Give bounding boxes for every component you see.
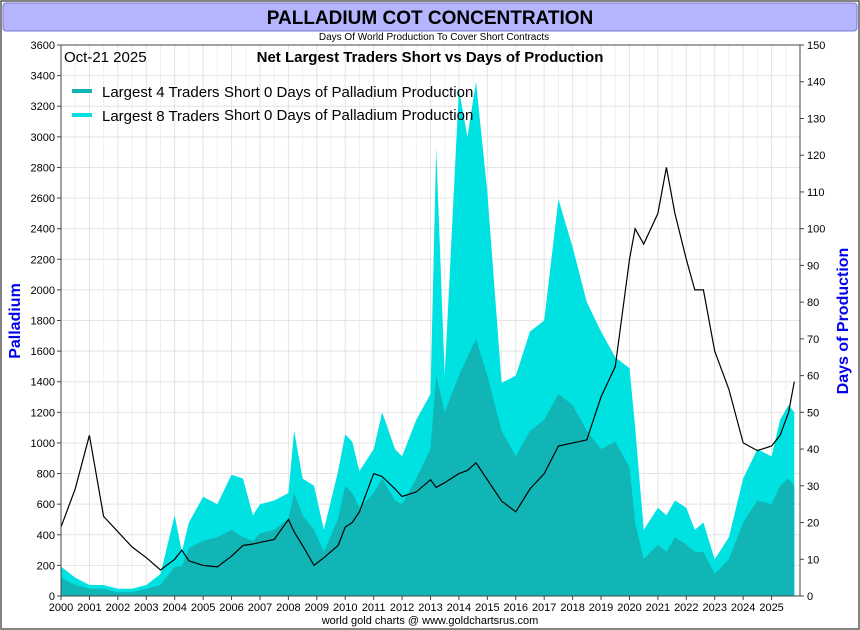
- tick-label-left: 2600: [31, 193, 55, 205]
- tick-label-right: 10: [807, 554, 819, 566]
- tick-label-left: 600: [37, 499, 55, 511]
- tick-label-right: 50: [807, 407, 819, 419]
- date-label: Oct-21 2025: [64, 49, 147, 66]
- tick-label-x: 2000: [49, 602, 73, 614]
- tick-label-left: 1600: [31, 346, 55, 358]
- tick-label-x: 2019: [589, 602, 613, 614]
- tick-label-left: 1200: [31, 407, 55, 419]
- tick-label-left: 2800: [31, 162, 55, 174]
- tick-label-right: 60: [807, 371, 819, 383]
- tick-label-left: 3600: [31, 40, 55, 52]
- legend-label-largest4: Largest 4 Traders: [102, 84, 220, 101]
- tick-label-x: 2005: [191, 602, 215, 614]
- tick-label-left: 3000: [31, 132, 55, 144]
- y-axis-left-title: Palladium: [7, 283, 24, 359]
- tick-label-right: 30: [807, 481, 819, 493]
- tick-label-left: 2000: [31, 285, 55, 297]
- tick-label-x: 2025: [759, 602, 783, 614]
- area-largest4: [61, 338, 795, 596]
- tick-label-left: 1000: [31, 438, 55, 450]
- tick-label-left: 200: [37, 560, 55, 572]
- line-palladium: [60, 167, 795, 571]
- tick-label-right: 150: [807, 40, 825, 52]
- x-axis: 2000 2001 2002 2003 2004 2005 2006 2007 2008 2009…: [49, 596, 784, 614]
- tick-label-right: 110: [807, 187, 825, 199]
- tick-label-x: 2020: [617, 602, 641, 614]
- tick-label-right: 0: [807, 591, 813, 603]
- tick-label-x: 2023: [702, 602, 726, 614]
- tick-label-right: 90: [807, 260, 819, 272]
- tick-label-right: 40: [807, 444, 819, 456]
- legend-value-largest4: Short 0 Days of Palladium Production: [224, 84, 473, 101]
- tick-label-left: 800: [37, 469, 55, 481]
- tick-label-x: 2008: [276, 602, 300, 614]
- tick-label-x: 2013: [418, 602, 442, 614]
- tick-label-x: 2018: [560, 602, 584, 614]
- tick-label-left: 2200: [31, 254, 55, 266]
- tick-label-right: 100: [807, 224, 825, 236]
- chart-subtitle: Days Of World Production To Cover Short …: [319, 32, 549, 43]
- price-series: [60, 167, 795, 571]
- legend-value-largest8: Short 0 Days of Palladium Production: [224, 107, 473, 124]
- tick-label-x: 2021: [646, 602, 670, 614]
- tick-label-x: 2002: [106, 602, 130, 614]
- tick-label-x: 2012: [390, 602, 414, 614]
- area-series: [61, 81, 795, 596]
- tick-label-x: 2014: [447, 602, 471, 614]
- tick-label-left: 3400: [31, 71, 55, 83]
- footer-credit: world gold charts @ www.goldchartsrus.co…: [321, 615, 539, 627]
- tick-label-x: 2022: [674, 602, 698, 614]
- tick-label-x: 2016: [504, 602, 528, 614]
- tick-label-right: 80: [807, 297, 819, 309]
- tick-label-right: 130: [807, 113, 825, 125]
- tick-label-left: 400: [37, 530, 55, 542]
- tick-label-x: 2011: [362, 602, 386, 614]
- tick-label-right: 140: [807, 77, 825, 89]
- tick-label-x: 2007: [248, 602, 272, 614]
- chart-title: PALLADIUM COT CONCENTRATION: [267, 8, 594, 29]
- y-axis-right: 0 10 20 30 40 50 60 70 80 90 100 110 120 130 140 150: [800, 40, 825, 603]
- tick-label-right: 70: [807, 334, 819, 346]
- tick-label-x: 2009: [305, 602, 329, 614]
- tick-label-x: 2017: [532, 602, 556, 614]
- y-axis-left: 0 200 400 600 800 1000 1200 1400 1600 1800 2000 220…: [31, 40, 61, 603]
- tick-label-left: 3200: [31, 101, 55, 113]
- tick-label-left: 1800: [31, 316, 55, 328]
- y-axis-right-title: Days of Production: [835, 248, 852, 395]
- tick-label-x: 2015: [475, 602, 499, 614]
- tick-label-x: 2024: [731, 602, 755, 614]
- tick-label-right: 120: [807, 150, 825, 162]
- tick-label-x: 2010: [333, 602, 357, 614]
- tick-label-left: 0: [49, 591, 55, 603]
- tick-label-right: 20: [807, 518, 819, 530]
- legend-label-largest8: Largest 8 Traders: [102, 108, 220, 125]
- tick-label-x: 2004: [162, 602, 186, 614]
- plot-title: Net Largest Traders Short vs Days of Pro…: [257, 49, 604, 66]
- tick-label-x: 2003: [134, 602, 158, 614]
- tick-label-x: 2006: [219, 602, 243, 614]
- tick-label-left: 2400: [31, 224, 55, 236]
- title-bar: [2, 2, 858, 32]
- legend: Largest 4 Traders Short 0 Days of Pallad…: [72, 84, 473, 125]
- tick-label-left: 1400: [31, 377, 55, 389]
- tick-label-x: 2001: [77, 602, 101, 614]
